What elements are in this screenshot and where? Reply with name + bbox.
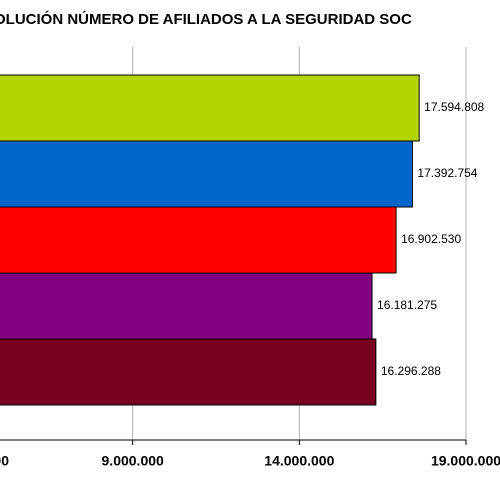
x-tick-label: 14.000.000 bbox=[264, 453, 334, 469]
bar bbox=[0, 74, 420, 142]
chart-title: OLUCIÓN NÚMERO DE AFILIADOS A LA SEGURID… bbox=[0, 10, 412, 28]
bar bbox=[0, 140, 413, 208]
bar bbox=[0, 338, 377, 406]
value-label: 16.296.288 bbox=[381, 364, 441, 378]
value-label: 16.181.275 bbox=[377, 298, 437, 312]
bar bbox=[0, 272, 373, 340]
x-tick-label: 9.000.000 bbox=[102, 453, 164, 469]
bar bbox=[0, 206, 397, 274]
value-label: 16.902.530 bbox=[401, 232, 461, 246]
value-label: 17.594.808 bbox=[424, 100, 484, 114]
x-tick-label: 4.000.000 bbox=[0, 453, 9, 469]
x-tick-label: 19.000.000 bbox=[431, 453, 500, 469]
value-label: 17.392.754 bbox=[417, 166, 477, 180]
